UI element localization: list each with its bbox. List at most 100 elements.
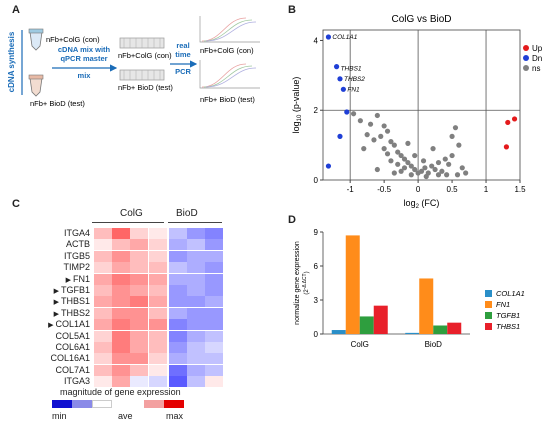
heatmap-cell [148, 342, 167, 353]
heatmap-cell [94, 250, 112, 262]
data-point [401, 156, 408, 162]
data-point [337, 76, 343, 82]
heatmap-cell [112, 307, 131, 319]
heatmap-cell [112, 376, 131, 388]
triangle-marker-icon: ▶ [53, 288, 61, 295]
y-tick-label: 4 [314, 36, 319, 45]
data-point [418, 168, 425, 174]
heatmap-cell [148, 285, 167, 296]
heatmap-cell [112, 273, 131, 285]
gene-annotation: COL1A1 [332, 34, 357, 41]
heatmap: ColG BioD ITGA4 ACTB ITGB5 TIMP2 ▶ FN1 ▶ TGFB… [0, 200, 280, 421]
heatmap-cell [168, 262, 187, 274]
data-point [432, 166, 438, 173]
heatmap-cell [148, 296, 167, 308]
triangle-marker-icon: ▶ [53, 299, 61, 307]
data-point [405, 159, 411, 166]
heatmap-cell [168, 307, 187, 319]
heatmap-cell [187, 307, 205, 319]
heatmap-cell [112, 228, 131, 239]
heatmap-cell [94, 273, 112, 285]
plate-label-biod: nFb+ BioD (test) [118, 83, 173, 92]
legend-label: THBS1 [496, 322, 520, 331]
heatmap-cell [187, 250, 205, 262]
legend-marker [523, 65, 529, 71]
heatmap-cell [112, 342, 131, 353]
heatmap-cell [187, 296, 205, 308]
legend-label: FN1 [496, 300, 510, 309]
heatmap-cell [130, 342, 149, 353]
gene-label: ▶ TGFB1 [0, 285, 90, 296]
data-point [367, 121, 374, 127]
gene-label: TIMP2 [0, 262, 90, 273]
y-tick-label: 6 [314, 262, 319, 271]
heatmap-cell [187, 376, 205, 388]
x-tick-label: -0.5 [377, 185, 391, 194]
heatmap-cell [205, 262, 224, 274]
data-point [361, 146, 367, 152]
y-tick-label: 0 [314, 176, 319, 185]
data-point [391, 142, 397, 148]
data-point [374, 112, 380, 119]
heatmap-cell [94, 330, 112, 342]
data-point [503, 144, 510, 150]
data-point [511, 116, 518, 122]
data-point [444, 172, 450, 178]
heatmap-cell [187, 285, 205, 296]
heatmap-cell [148, 250, 167, 262]
heatmap-cell [205, 364, 224, 376]
heatmap-cell [112, 353, 131, 365]
gene-name: COL16A1 [50, 353, 90, 364]
amplification-curve-icon [199, 60, 260, 89]
heatmap-cell [168, 353, 187, 365]
data-point [452, 125, 459, 131]
data-point [454, 172, 461, 178]
legend-label: Dn [532, 54, 542, 63]
heatmap-cell [205, 342, 224, 353]
y-axis-label: normalize gene expression [294, 241, 301, 325]
legend-title: magnitude of gene expression [60, 387, 181, 397]
data-point [412, 152, 418, 159]
gene-label: ▶ THBS1 [0, 296, 90, 307]
y-tick-label: 3 [314, 296, 319, 305]
gene-name: ACTB [65, 239, 90, 250]
x-tick-label: 1 [484, 185, 489, 194]
y-axis-label: log10 (p-value) [291, 77, 303, 134]
data-point [337, 133, 343, 139]
heatmap-cell [112, 250, 131, 262]
data-point [459, 165, 465, 171]
gene-name: FN1 [72, 273, 90, 284]
triangle-marker-icon: ▶ [65, 276, 73, 284]
x-tick-label: 0 [416, 185, 421, 194]
plate-icon [119, 69, 165, 81]
heatmap-cell [94, 239, 112, 251]
gene-label: COL6A1 [0, 342, 90, 353]
heatmap-cell [130, 262, 149, 274]
y-tick-label: 0 [314, 330, 319, 339]
data-point [395, 161, 401, 167]
heatmap-cell [187, 353, 205, 365]
y-tick-label: 9 [314, 228, 319, 237]
heatmap-group-colg: ColG [120, 208, 143, 219]
heatmap-cell [148, 330, 167, 342]
heatmap-cell [148, 307, 167, 319]
data-point [446, 161, 452, 167]
heatmap-cell [168, 376, 187, 388]
heatmap-cell [130, 307, 149, 319]
mix-text-2: qPCR master [60, 54, 107, 63]
mix-text-1: cDNA mix with [58, 45, 111, 54]
gene-name: TIMP2 [63, 262, 90, 273]
bar [359, 316, 374, 334]
x-tick-label: 1.5 [514, 185, 526, 194]
gene-label: COL5A1 [0, 331, 90, 342]
heatmap-cell [130, 376, 149, 388]
heatmap-cell [205, 319, 224, 331]
heatmap-cell [187, 364, 205, 376]
y-axis-sublabel: (2-Δ ΔCT) [302, 271, 310, 294]
heatmap-group-line [168, 222, 222, 223]
bar [331, 330, 346, 334]
legend-swatch [485, 290, 492, 297]
tube-icon [28, 74, 44, 97]
heatmap-cell [187, 228, 205, 239]
legend-ave: ave [118, 411, 133, 421]
